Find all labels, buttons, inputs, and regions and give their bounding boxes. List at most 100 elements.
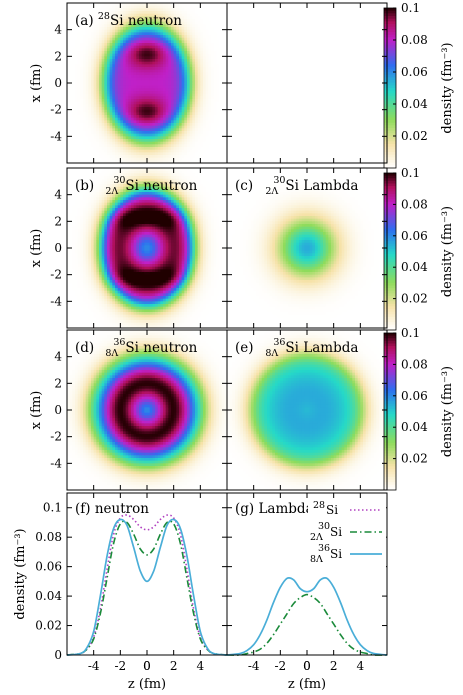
heatmap-cell	[219, 123, 223, 127]
heatmap-cell	[141, 61, 145, 65]
heatmap-cell	[75, 293, 79, 297]
heatmap-cell	[77, 320, 81, 324]
heatmap-cell	[123, 48, 127, 52]
heatmap-cell	[112, 11, 116, 15]
heatmap-cell	[141, 141, 145, 145]
heatmap-cell	[101, 64, 105, 68]
heatmap-cell	[176, 157, 180, 161]
heatmap-cell	[205, 29, 209, 33]
heatmap-cell	[192, 13, 196, 17]
heatmap-cell	[123, 75, 127, 79]
heatmap-cell	[88, 320, 92, 324]
heatmap-cell	[219, 160, 223, 164]
heatmap-cell	[144, 99, 148, 103]
heatmap-cell	[99, 96, 103, 100]
heatmap-cell	[107, 149, 111, 153]
heatmap-cell	[200, 141, 204, 145]
heatmap-cell	[189, 141, 193, 145]
heatmap-cell	[69, 104, 73, 108]
heatmap-cell	[141, 93, 145, 97]
heatmap-cell	[117, 24, 121, 28]
heatmap-cell	[173, 32, 177, 36]
heatmap-cell	[80, 13, 84, 17]
heatmap-cell	[141, 91, 145, 95]
heatmap-cell	[181, 96, 185, 100]
heatmap-cell	[93, 144, 97, 148]
heatmap-cell	[208, 133, 212, 137]
heatmap-cell	[184, 104, 188, 108]
heatmap-cell	[125, 72, 129, 76]
heatmap-cell	[115, 160, 119, 164]
heatmap-cell	[88, 128, 92, 132]
heatmap-cell	[128, 117, 132, 121]
heatmap-cell	[83, 75, 87, 79]
heatmap-cell	[101, 67, 105, 71]
heatmap-cell	[69, 59, 73, 63]
heatmap-cell	[200, 75, 204, 79]
heatmap-cell	[83, 200, 87, 204]
heatmap-cell	[187, 75, 191, 79]
heatmap-cell	[125, 101, 129, 105]
heatmap-cell	[187, 27, 191, 31]
heatmap-cell	[211, 109, 215, 113]
heatmap-cell	[221, 125, 225, 129]
heatmap-cell	[96, 101, 100, 105]
heatmap-cell	[133, 35, 137, 39]
heatmap-cell	[67, 269, 71, 273]
heatmap-cell	[80, 37, 84, 41]
heatmap-cell	[165, 120, 169, 124]
heatmap-cell	[208, 117, 212, 121]
heatmap-cell	[115, 35, 119, 39]
heatmap-cell	[144, 59, 148, 63]
heatmap-cell	[112, 136, 116, 140]
heatmap-cell	[155, 40, 159, 44]
heatmap-cell	[224, 24, 228, 28]
heatmap-cell	[160, 109, 164, 113]
heatmap-cell	[165, 136, 169, 140]
heatmap-cell	[181, 107, 185, 111]
heatmap-cell	[112, 16, 116, 20]
heatmap-cell	[69, 157, 73, 161]
heatmap-cell	[109, 91, 113, 95]
heatmap-cell	[80, 51, 84, 55]
heatmap-cell	[147, 93, 151, 97]
heatmap-cell	[75, 19, 79, 23]
heatmap-cell	[171, 75, 175, 79]
heatmap-cell	[131, 51, 135, 55]
heatmap-cell	[213, 11, 217, 15]
heatmap-cell	[104, 83, 108, 87]
heatmap-cell	[149, 83, 153, 87]
heatmap-cell	[195, 101, 199, 105]
heatmap-cell	[208, 19, 212, 23]
heatmap-cell	[75, 32, 79, 36]
heatmap-cell	[83, 269, 87, 273]
heatmap-cell	[88, 226, 92, 230]
heatmap-cell	[165, 27, 169, 31]
heatmap-cell	[101, 117, 105, 121]
heatmap-cell	[93, 53, 97, 57]
heatmap-cell	[120, 16, 124, 20]
heatmap-cell	[67, 101, 71, 105]
heatmap-cell	[72, 253, 76, 257]
heatmap-cell	[208, 88, 212, 92]
heatmap-cell	[165, 99, 169, 103]
heatmap-cell	[93, 13, 97, 17]
heatmap-cell	[155, 85, 159, 89]
heatmap-cell	[152, 67, 156, 71]
heatmap-cell	[88, 173, 92, 177]
heatmap-cell	[77, 120, 81, 124]
heatmap-cell	[189, 128, 193, 132]
heatmap-cell	[67, 43, 71, 47]
heatmap-cell	[205, 43, 209, 47]
heatmap-cell	[152, 64, 156, 68]
heatmap-cell	[83, 109, 87, 113]
heatmap-cell	[149, 104, 153, 108]
heatmap-cell	[83, 128, 87, 132]
heatmap-cell	[80, 282, 84, 286]
heatmap-cell	[109, 61, 113, 65]
heatmap-cell	[205, 99, 209, 103]
heatmap-cell	[152, 13, 156, 17]
heatmap-cell	[123, 115, 127, 119]
heatmap-cell	[101, 53, 105, 57]
heatmap-cell	[203, 83, 207, 87]
